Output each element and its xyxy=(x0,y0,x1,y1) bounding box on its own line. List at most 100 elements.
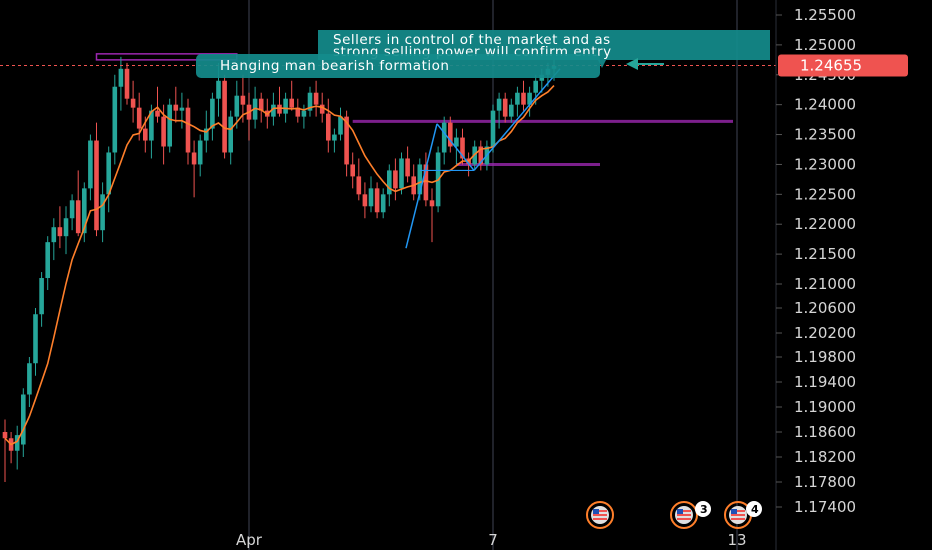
candle xyxy=(94,122,99,237)
candle xyxy=(8,432,14,464)
candle xyxy=(338,107,343,141)
candle xyxy=(51,218,57,261)
candle xyxy=(210,92,215,141)
candle-body xyxy=(27,363,32,395)
candle xyxy=(301,104,307,129)
candle xyxy=(277,86,282,117)
candle-body xyxy=(521,92,526,105)
candle xyxy=(380,188,386,219)
candle-body xyxy=(271,104,276,117)
candle-body xyxy=(527,92,532,105)
candle-body xyxy=(124,68,130,99)
candle-body xyxy=(277,104,282,114)
candle xyxy=(179,92,185,129)
candle-body xyxy=(441,122,447,153)
candle xyxy=(112,74,118,165)
time-tick-label: Apr xyxy=(236,531,263,549)
candle xyxy=(307,86,313,117)
candle xyxy=(2,419,8,482)
candle-body xyxy=(149,110,154,141)
candle-body xyxy=(197,140,203,165)
price-tick-label: 1.17800 xyxy=(794,473,856,491)
candle xyxy=(45,236,50,290)
candle xyxy=(21,388,26,457)
candle-body xyxy=(234,95,240,117)
candle-body xyxy=(399,158,404,189)
us-flag-icon[interactable]: 4 xyxy=(724,501,762,529)
price-tick-label: 1.23500 xyxy=(794,126,856,144)
trend-line xyxy=(473,68,561,171)
candle xyxy=(75,170,81,237)
candle xyxy=(496,92,502,129)
economic-events[interactable]: 3 4 xyxy=(586,501,762,529)
candle xyxy=(313,80,319,117)
price-tick-label: 1.21000 xyxy=(794,275,856,293)
annotation-hanging-text: Hanging man bearish formation xyxy=(220,58,449,74)
time-tick-label: 13 xyxy=(727,531,746,549)
candle xyxy=(521,80,526,111)
candle xyxy=(295,98,301,123)
candle-body xyxy=(161,116,166,147)
candle xyxy=(14,425,20,470)
candle-body xyxy=(350,164,355,177)
price-tick-label: 1.22000 xyxy=(794,215,856,233)
candle-body xyxy=(356,176,362,195)
candle-body xyxy=(88,140,93,189)
us-flag-icon[interactable] xyxy=(586,501,614,529)
candle-body xyxy=(429,200,435,207)
candle-body xyxy=(502,98,508,117)
price-tick-label: 1.20200 xyxy=(794,324,856,342)
us-flag-icon[interactable]: 3 xyxy=(670,501,711,529)
candle xyxy=(258,92,264,123)
candle xyxy=(167,98,172,153)
price-tick-label: 1.24000 xyxy=(794,96,856,114)
candle xyxy=(441,116,447,165)
candle xyxy=(234,80,240,129)
trend-line xyxy=(436,123,475,171)
candle xyxy=(191,140,197,198)
candle-body xyxy=(94,140,99,231)
candle-body xyxy=(179,107,185,111)
candle-body xyxy=(75,200,81,234)
candle-body xyxy=(258,98,264,111)
candle xyxy=(399,152,404,195)
candle-body xyxy=(319,104,325,114)
candle xyxy=(197,134,203,177)
candle-body xyxy=(210,98,215,129)
candle xyxy=(124,62,130,105)
candle-body xyxy=(509,104,514,117)
candle xyxy=(387,164,392,207)
candle xyxy=(88,134,93,201)
candle xyxy=(57,206,63,249)
annotation-hanging-man[interactable]: Hanging man bearish formation xyxy=(196,54,600,78)
candle xyxy=(173,86,179,123)
event-count-a: 3 xyxy=(700,503,708,516)
candle-body xyxy=(14,435,20,451)
candle-body xyxy=(332,134,337,141)
candle-body xyxy=(33,314,38,364)
candle xyxy=(149,104,154,159)
candle xyxy=(502,92,508,123)
candle-body xyxy=(21,394,26,445)
candle-body xyxy=(143,128,148,141)
candle xyxy=(100,182,105,243)
candle-body xyxy=(106,152,111,195)
time-axis[interactable]: Apr 7 13 xyxy=(236,531,747,549)
candle xyxy=(33,308,38,376)
candle xyxy=(82,182,87,243)
price-tick-label: 1.23000 xyxy=(794,155,856,173)
candle xyxy=(374,182,380,219)
candle xyxy=(515,86,520,117)
candle xyxy=(411,164,416,201)
arrow-icon xyxy=(626,58,664,70)
candle-body xyxy=(313,92,319,105)
candle xyxy=(368,176,374,213)
price-tick-label: 1.22500 xyxy=(794,185,856,203)
candle-body xyxy=(289,98,294,108)
candle-body xyxy=(82,188,87,234)
price-axis[interactable]: 1.255001.250001.245001.240001.235001.230… xyxy=(776,6,856,516)
candle-body xyxy=(100,194,105,231)
candle-body xyxy=(63,218,69,237)
candle xyxy=(326,98,331,153)
